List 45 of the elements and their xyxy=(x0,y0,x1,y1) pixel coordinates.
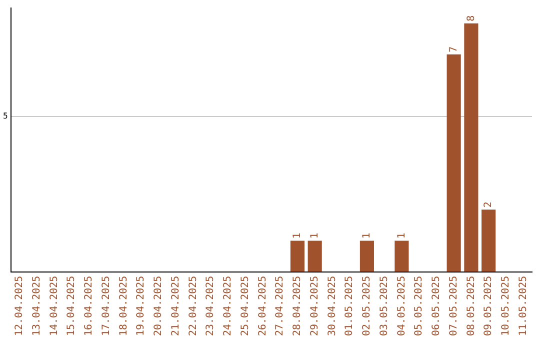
x-tick-label: 28.04.2025 xyxy=(292,276,304,336)
x-tick-label: 11.05.2025 xyxy=(518,276,529,336)
data-label: 8 xyxy=(466,15,477,22)
x-tick-label: 13.04.2025 xyxy=(31,276,42,336)
x-tick-label: 25.04.2025 xyxy=(240,276,251,336)
bar xyxy=(360,240,374,272)
data-label: 7 xyxy=(448,46,460,52)
x-tick-label: 06.05.2025 xyxy=(431,276,442,336)
x-tick-label: 08.05.2025 xyxy=(466,276,477,336)
x-tick-label: 01.05.2025 xyxy=(344,276,356,336)
x-tick-label: 26.04.2025 xyxy=(257,276,268,336)
bar xyxy=(446,54,461,272)
x-tick-label: 03.05.2025 xyxy=(378,276,390,336)
data-label: 1 xyxy=(292,232,304,239)
bar xyxy=(394,240,409,272)
x-tick-label: 09.05.2025 xyxy=(483,276,494,336)
x-tick-label: 23.04.2025 xyxy=(205,276,216,336)
x-tick-label: 27.04.2025 xyxy=(274,276,286,336)
x-tick-label: 20.04.2025 xyxy=(153,276,164,336)
x-tick-label: 07.05.2025 xyxy=(448,276,460,336)
x-tick-label: 24.04.2025 xyxy=(222,276,234,336)
bar xyxy=(308,240,322,272)
bar xyxy=(482,210,496,272)
data-label: 1 xyxy=(309,232,320,239)
y-tick-label: 5 xyxy=(2,112,8,121)
bar xyxy=(290,240,305,272)
data-label: 2 xyxy=(483,202,494,208)
data-label: 1 xyxy=(362,232,373,239)
x-tick-label: 02.05.2025 xyxy=(362,276,373,336)
x-tick-label: 05.05.2025 xyxy=(414,276,425,336)
x-tick-label: 16.04.2025 xyxy=(84,276,95,336)
x-tick-label: 10.05.2025 xyxy=(500,276,512,336)
data-label: 1 xyxy=(396,232,408,239)
x-tick-label: 12.04.2025 xyxy=(14,276,26,336)
x-tick-label: 22.04.2025 xyxy=(188,276,199,336)
x-tick-label: 18.04.2025 xyxy=(118,276,130,336)
x-tick-label: 14.04.2025 xyxy=(48,276,60,336)
bar xyxy=(464,23,478,272)
x-tick-label: 17.04.2025 xyxy=(100,276,112,336)
x-tick-label: 21.04.2025 xyxy=(170,276,182,336)
x-tick-label: 15.04.2025 xyxy=(66,276,78,336)
x-tick-label: 04.05.2025 xyxy=(396,276,408,336)
x-tick-label: 29.04.2025 xyxy=(309,276,320,336)
x-tick-label: 30.04.2025 xyxy=(326,276,338,336)
x-tick-label: 19.04.2025 xyxy=(136,276,147,336)
